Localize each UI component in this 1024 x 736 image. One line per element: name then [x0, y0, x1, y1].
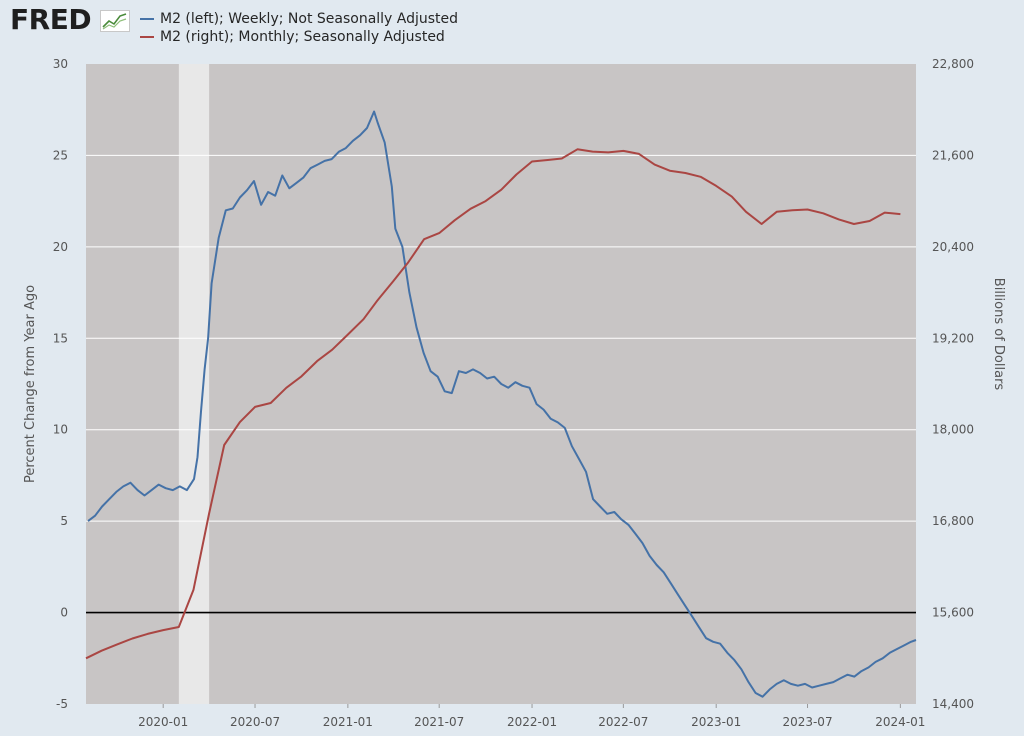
x-tick-label: 2023-01	[691, 715, 741, 729]
y-left-tick-label: 10	[53, 423, 68, 437]
y-right-tick-label: 19,200	[932, 331, 974, 345]
x-tick-label: 2022-07	[598, 715, 648, 729]
y-left-tick-label: 0	[60, 606, 68, 620]
x-tick-label: 2023-07	[782, 715, 832, 729]
y-right-tick-label: 20,400	[932, 240, 974, 254]
x-tick-label: 2024-01	[875, 715, 925, 729]
legend-item-m2-monthly[interactable]: M2 (right); Monthly; Seasonally Adjusted	[140, 28, 445, 46]
y-axis-title-left: Percent Change from Year Ago	[23, 285, 38, 483]
y-left-tick-label: 20	[53, 240, 68, 254]
y-left-tick-label: 5	[60, 514, 68, 528]
legend-label: M2 (left); Weekly; Not Seasonally Adjust…	[160, 11, 459, 27]
x-tick-label: 2022-01	[507, 715, 557, 729]
series-line-m2-weekly	[87, 110, 917, 698]
x-tick-label: 2021-01	[323, 715, 373, 729]
y-left-tick-label: 30	[53, 57, 68, 71]
y-right-tick-label: 16,800	[932, 514, 974, 528]
y-left-tick-label: 25	[53, 148, 68, 162]
y-left-tick-label: 15	[53, 331, 68, 345]
legend-item-m2-weekly[interactable]: M2 (left); Weekly; Not Seasonally Adjust…	[140, 10, 458, 28]
x-tick-label: 2020-07	[230, 715, 280, 729]
recession-shading	[178, 64, 210, 704]
series-line-m2-monthly	[85, 148, 901, 660]
y-axis-title-right: Billions of Dollars	[991, 278, 1006, 391]
fred-logo[interactable]: FRED	[10, 3, 92, 36]
y-right-tick-label: 18,000	[932, 423, 974, 437]
x-tick-label: 2020-01	[138, 715, 188, 729]
y-right-tick-label: 14,400	[932, 697, 974, 711]
legend-label: M2 (right); Monthly; Seasonally Adjusted	[160, 29, 445, 45]
chart-header: FRED M2 (left); Weekly; Not Seasonally A…	[0, 0, 1024, 50]
legend-swatch	[140, 18, 154, 20]
y-right-tick-label: 22,800	[932, 57, 974, 71]
chart-line-icon	[100, 10, 130, 32]
y-right-tick-label: 15,600	[932, 606, 974, 620]
y-right-tick-label: 21,600	[932, 148, 974, 162]
x-tick-label: 2021-07	[414, 715, 464, 729]
legend-swatch	[140, 36, 154, 38]
y-left-tick-label: -5	[56, 697, 68, 711]
